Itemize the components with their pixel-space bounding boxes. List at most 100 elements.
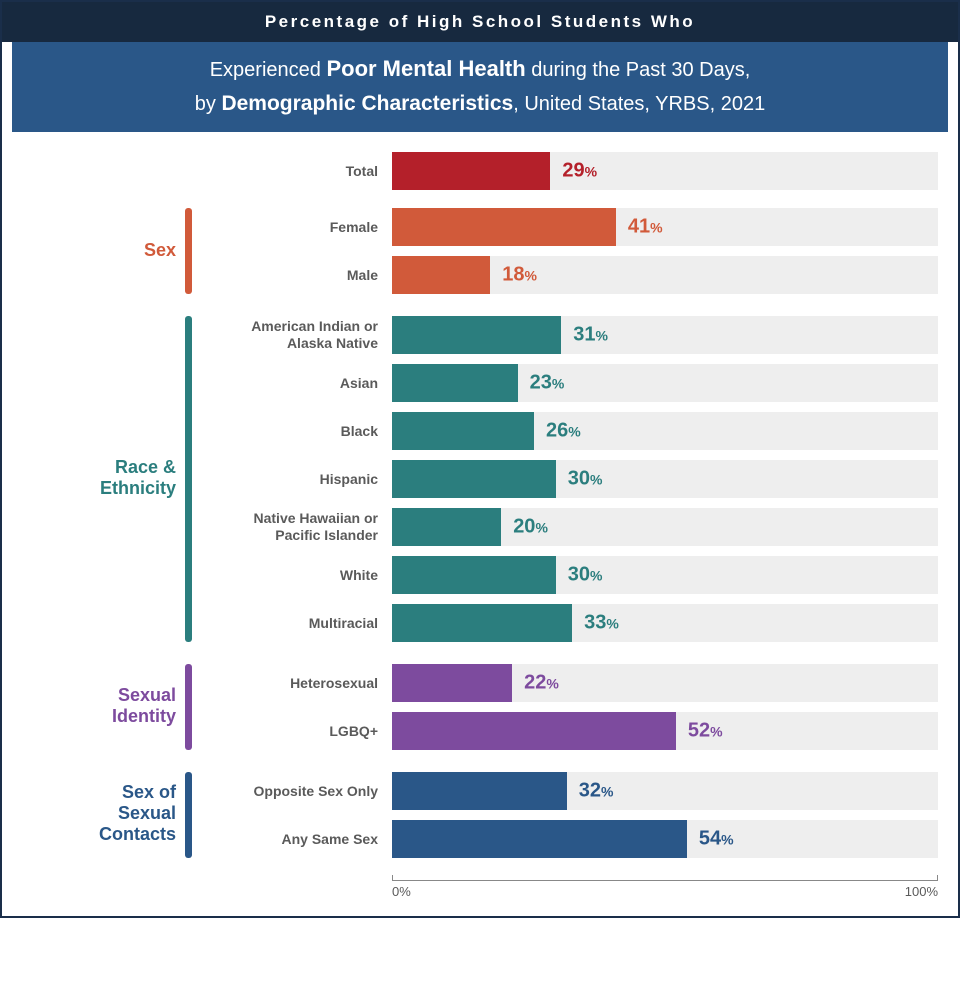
category-label: Black bbox=[192, 412, 392, 450]
category-label: Asian bbox=[192, 364, 392, 402]
bar-row: SexualIdentityHeterosexual22% bbox=[22, 664, 938, 702]
bar-fill: 31% bbox=[392, 316, 561, 354]
group-block: Sex ofSexualContactsOpposite Sex Only32%… bbox=[22, 772, 938, 858]
sub-bold-2: Demographic Characteristics bbox=[221, 92, 513, 115]
axis-tick-min: 0% bbox=[392, 884, 411, 902]
group-block: SexualIdentityHeterosexual22%LGBQ+52% bbox=[22, 664, 938, 750]
bar-fill: 20% bbox=[392, 508, 501, 546]
bar-fill: 33% bbox=[392, 604, 572, 642]
bar-track: 31% bbox=[392, 316, 938, 354]
bar-row: SexFemale41% bbox=[22, 208, 938, 246]
group-column bbox=[22, 256, 192, 294]
bar-value: 41% bbox=[628, 216, 663, 239]
bar-row: Race &EthnicityAmerican Indian orAlaska … bbox=[22, 316, 938, 354]
bar-row: Male18% bbox=[22, 256, 938, 294]
bar-value: 18% bbox=[502, 264, 537, 287]
bar-fill: 32% bbox=[392, 772, 567, 810]
sub-prefix: Experienced bbox=[210, 59, 321, 81]
bar-row: LGBQ+52% bbox=[22, 712, 938, 750]
bar-value: 20% bbox=[513, 516, 548, 539]
group-column bbox=[22, 712, 192, 750]
bar-row: Multiracial33% bbox=[22, 604, 938, 642]
bar-row: Sex ofSexualContactsOpposite Sex Only32% bbox=[22, 772, 938, 810]
bar-row: Any Same Sex54% bbox=[22, 820, 938, 858]
bar-track: 23% bbox=[392, 364, 938, 402]
bar-track: 41% bbox=[392, 208, 938, 246]
chart-container: Percentage of High School Students Who E… bbox=[0, 0, 960, 918]
chart-area: Total29%SexFemale41%Male18%Race &Ethnici… bbox=[2, 132, 958, 916]
bar-row: Asian23% bbox=[22, 364, 938, 402]
bar-track: 54% bbox=[392, 820, 938, 858]
bar-fill: 52% bbox=[392, 712, 676, 750]
bar-track: 30% bbox=[392, 460, 938, 498]
group-column bbox=[22, 412, 192, 450]
bar-fill: 26% bbox=[392, 412, 534, 450]
category-label: Male bbox=[192, 256, 392, 294]
bar-track: 33% bbox=[392, 604, 938, 642]
bar-track: 26% bbox=[392, 412, 938, 450]
category-label: Female bbox=[192, 208, 392, 246]
category-label: American Indian orAlaska Native bbox=[192, 316, 392, 354]
bar-track: 22% bbox=[392, 664, 938, 702]
group-column: Sex ofSexualContacts bbox=[22, 772, 192, 810]
group-column bbox=[22, 364, 192, 402]
top-banner: Percentage of High School Students Who bbox=[2, 2, 958, 42]
group-column bbox=[22, 604, 192, 642]
bar-row: Native Hawaiian orPacific Islander20% bbox=[22, 508, 938, 546]
group-column bbox=[22, 556, 192, 594]
bar-fill: 29% bbox=[392, 152, 550, 190]
group-column: Sex bbox=[22, 208, 192, 246]
bar-row: Total29% bbox=[22, 152, 938, 190]
sub-by: by bbox=[195, 93, 216, 115]
category-label: Total bbox=[192, 152, 392, 190]
bar-fill: 18% bbox=[392, 256, 490, 294]
sub-mid: during the Past 30 Days, bbox=[531, 59, 750, 81]
bar-value: 26% bbox=[546, 420, 581, 443]
bar-track: 32% bbox=[392, 772, 938, 810]
bar-value: 23% bbox=[530, 372, 565, 395]
group-column bbox=[22, 508, 192, 546]
bar-fill: 41% bbox=[392, 208, 616, 246]
sub-banner: Experienced Poor Mental Health during th… bbox=[12, 42, 948, 132]
bar-value: 31% bbox=[573, 324, 608, 347]
bar-fill: 23% bbox=[392, 364, 518, 402]
category-label: Native Hawaiian orPacific Islander bbox=[192, 508, 392, 546]
x-axis: 0% 100% bbox=[392, 880, 938, 902]
sub-bold-1: Poor Mental Health bbox=[326, 56, 525, 81]
category-label: Heterosexual bbox=[192, 664, 392, 702]
group-column bbox=[22, 820, 192, 858]
bar-fill: 30% bbox=[392, 460, 556, 498]
bar-value: 22% bbox=[524, 672, 559, 695]
category-label: Any Same Sex bbox=[192, 820, 392, 858]
bar-value: 32% bbox=[579, 780, 614, 803]
bar-value: 33% bbox=[584, 612, 619, 635]
group-column bbox=[22, 460, 192, 498]
category-label: Multiracial bbox=[192, 604, 392, 642]
bar-track: 18% bbox=[392, 256, 938, 294]
group-column: SexualIdentity bbox=[22, 664, 192, 702]
bar-value: 54% bbox=[699, 828, 734, 851]
bar-row: Hispanic30% bbox=[22, 460, 938, 498]
bar-track: 29% bbox=[392, 152, 938, 190]
bar-track: 20% bbox=[392, 508, 938, 546]
bar-track: 30% bbox=[392, 556, 938, 594]
category-label: Opposite Sex Only bbox=[192, 772, 392, 810]
category-label: White bbox=[192, 556, 392, 594]
bar-value: 30% bbox=[568, 468, 603, 491]
bar-value: 52% bbox=[688, 720, 723, 743]
bar-row: Black26% bbox=[22, 412, 938, 450]
bar-track: 52% bbox=[392, 712, 938, 750]
bar-fill: 54% bbox=[392, 820, 687, 858]
bar-fill: 22% bbox=[392, 664, 512, 702]
sub-tail: , United States, YRBS, 2021 bbox=[513, 93, 765, 115]
group-block: Race &EthnicityAmerican Indian orAlaska … bbox=[22, 316, 938, 642]
bar-value: 29% bbox=[562, 160, 597, 183]
group-block: SexFemale41%Male18% bbox=[22, 208, 938, 294]
category-label: Hispanic bbox=[192, 460, 392, 498]
axis-tick-max: 100% bbox=[905, 884, 938, 902]
bar-fill: 30% bbox=[392, 556, 556, 594]
category-label: LGBQ+ bbox=[192, 712, 392, 750]
group-column: Race &Ethnicity bbox=[22, 316, 192, 354]
group-column bbox=[22, 152, 192, 190]
bar-value: 30% bbox=[568, 564, 603, 587]
